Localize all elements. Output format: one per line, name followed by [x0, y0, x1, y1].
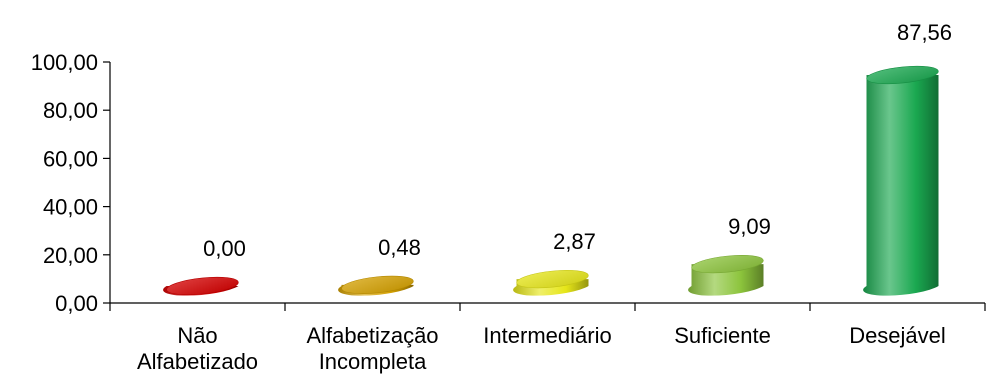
x-tick-label: Não Alfabetizado	[137, 323, 258, 374]
bar-top	[691, 254, 764, 274]
bar-body	[863, 74, 939, 296]
y-tick-label: 0,00	[55, 291, 98, 316]
data-label: 2,87	[553, 229, 596, 254]
data-label: 0,00	[203, 236, 246, 261]
x-tick-label: Intermediário	[483, 323, 611, 348]
y-tick-label: 100,00	[31, 50, 98, 75]
bar-top	[866, 65, 939, 85]
x-tick-label: Suficiente	[674, 323, 771, 348]
x-tick-label: Desejável	[849, 323, 946, 348]
y-tick-label: 60,00	[43, 146, 98, 171]
bar-top	[166, 276, 239, 296]
bar	[688, 254, 764, 296]
y-tick-label: 40,00	[43, 195, 98, 220]
x-axis: Não Alfabetizado Alfabetização Incompleta In…	[109, 303, 986, 374]
bar-top	[516, 269, 589, 289]
bars	[163, 65, 939, 296]
bar	[863, 65, 939, 296]
data-label: 9,09	[728, 214, 771, 239]
bar	[163, 276, 239, 296]
y-axis: 0,00 20,00 40,00 60,00 80,00 100,00	[31, 50, 110, 316]
y-tick-label: 80,00	[43, 98, 98, 123]
bar-top	[341, 275, 414, 294]
bar	[338, 275, 414, 296]
data-label: 0,48	[378, 235, 421, 260]
data-label: 87,56	[897, 20, 952, 45]
bar	[513, 269, 589, 296]
x-tick-label: Alfabetização Incompleta	[306, 323, 438, 374]
data-labels: 0,00 0,48 2,87 9,09 87,56	[203, 20, 952, 261]
y-tick-label: 20,00	[43, 243, 98, 268]
